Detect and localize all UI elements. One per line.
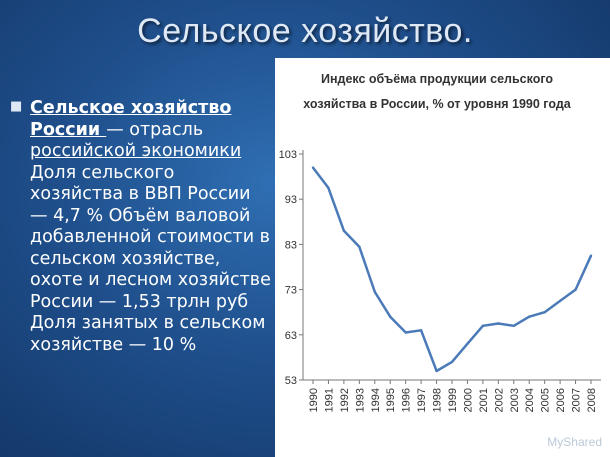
data-point	[358, 245, 361, 248]
x-tick-label: 2000	[462, 388, 474, 412]
link-russia[interactable]: России	[30, 119, 107, 140]
data-point	[327, 186, 330, 190]
data-point	[373, 290, 376, 294]
x-tick-label: 2003	[509, 388, 521, 412]
data-point	[389, 315, 392, 318]
x-tick-label: 2004	[524, 388, 536, 412]
y-tick-label: 63	[285, 330, 297, 342]
data-point	[481, 324, 485, 327]
watermark: MyShared	[547, 435, 602, 449]
x-tick-label: 1993	[354, 388, 366, 412]
x-tick-label: 1998	[432, 388, 444, 412]
y-tick-label: 53	[285, 375, 297, 387]
y-tick-label: 93	[285, 194, 297, 206]
x-tick-label: 2006	[555, 388, 567, 412]
data-point	[574, 288, 577, 291]
data-point	[543, 311, 546, 314]
body-text-block: ■ Сельское хозяйство России — отрасль ро…	[10, 98, 272, 356]
x-tick-label: 1991	[323, 388, 335, 412]
line-chart: Индекс объёма продукции сельского хозяйст…	[279, 72, 601, 412]
slide-title: Сельское хозяйство.	[137, 12, 473, 50]
x-tick-label: 1996	[401, 388, 413, 412]
x-tick-label: 2008	[586, 388, 598, 412]
data-point	[497, 322, 500, 325]
x-tick-label: 2005	[540, 388, 552, 412]
x-tick-label: 2007	[571, 388, 583, 412]
data-point	[512, 324, 515, 327]
x-tick-label: 1994	[370, 388, 382, 412]
data-point	[466, 342, 469, 346]
x-tick-label: 1995	[385, 388, 397, 412]
text-sector: — отрасль	[106, 119, 204, 140]
link-russian-economy[interactable]: российской экономики	[30, 141, 242, 161]
x-tick-label: 1997	[416, 388, 428, 412]
data-point	[558, 299, 562, 303]
chart-title-line-1: Индекс объёма продукции сельского	[321, 72, 553, 86]
data-point	[450, 360, 454, 364]
chart-panel: Индекс объёма продукции сельского хозяйст…	[275, 58, 610, 457]
data-point	[528, 315, 531, 318]
x-tick-label: 1999	[447, 388, 459, 412]
data-point	[419, 329, 423, 332]
bullet-icon: ■	[10, 99, 23, 114]
data-point	[342, 229, 346, 233]
x-tick-label: 2002	[493, 388, 505, 412]
data-point	[404, 331, 407, 334]
series-line	[312, 166, 593, 373]
y-tick-label: 83	[285, 239, 297, 251]
text-statistics: Доля сельского хозяйства в ВВП России — …	[30, 162, 271, 355]
x-tick-label: 1992	[339, 388, 351, 412]
chart-title-line-2: хозяйства в России, % от уровня 1990 год…	[303, 97, 571, 111]
body-paragraph: Сельское хозяйство России — отрасль росс…	[30, 98, 272, 356]
x-tick-label: 1990	[308, 388, 320, 412]
data-point	[589, 254, 593, 257]
y-tick-label: 73	[285, 285, 297, 297]
data-point	[435, 369, 438, 373]
x-tick-label: 2001	[478, 388, 490, 412]
link-agriculture[interactable]: Сельское хозяйство	[30, 98, 232, 118]
data-point	[311, 166, 315, 169]
y-tick-label: 103	[279, 149, 297, 161]
